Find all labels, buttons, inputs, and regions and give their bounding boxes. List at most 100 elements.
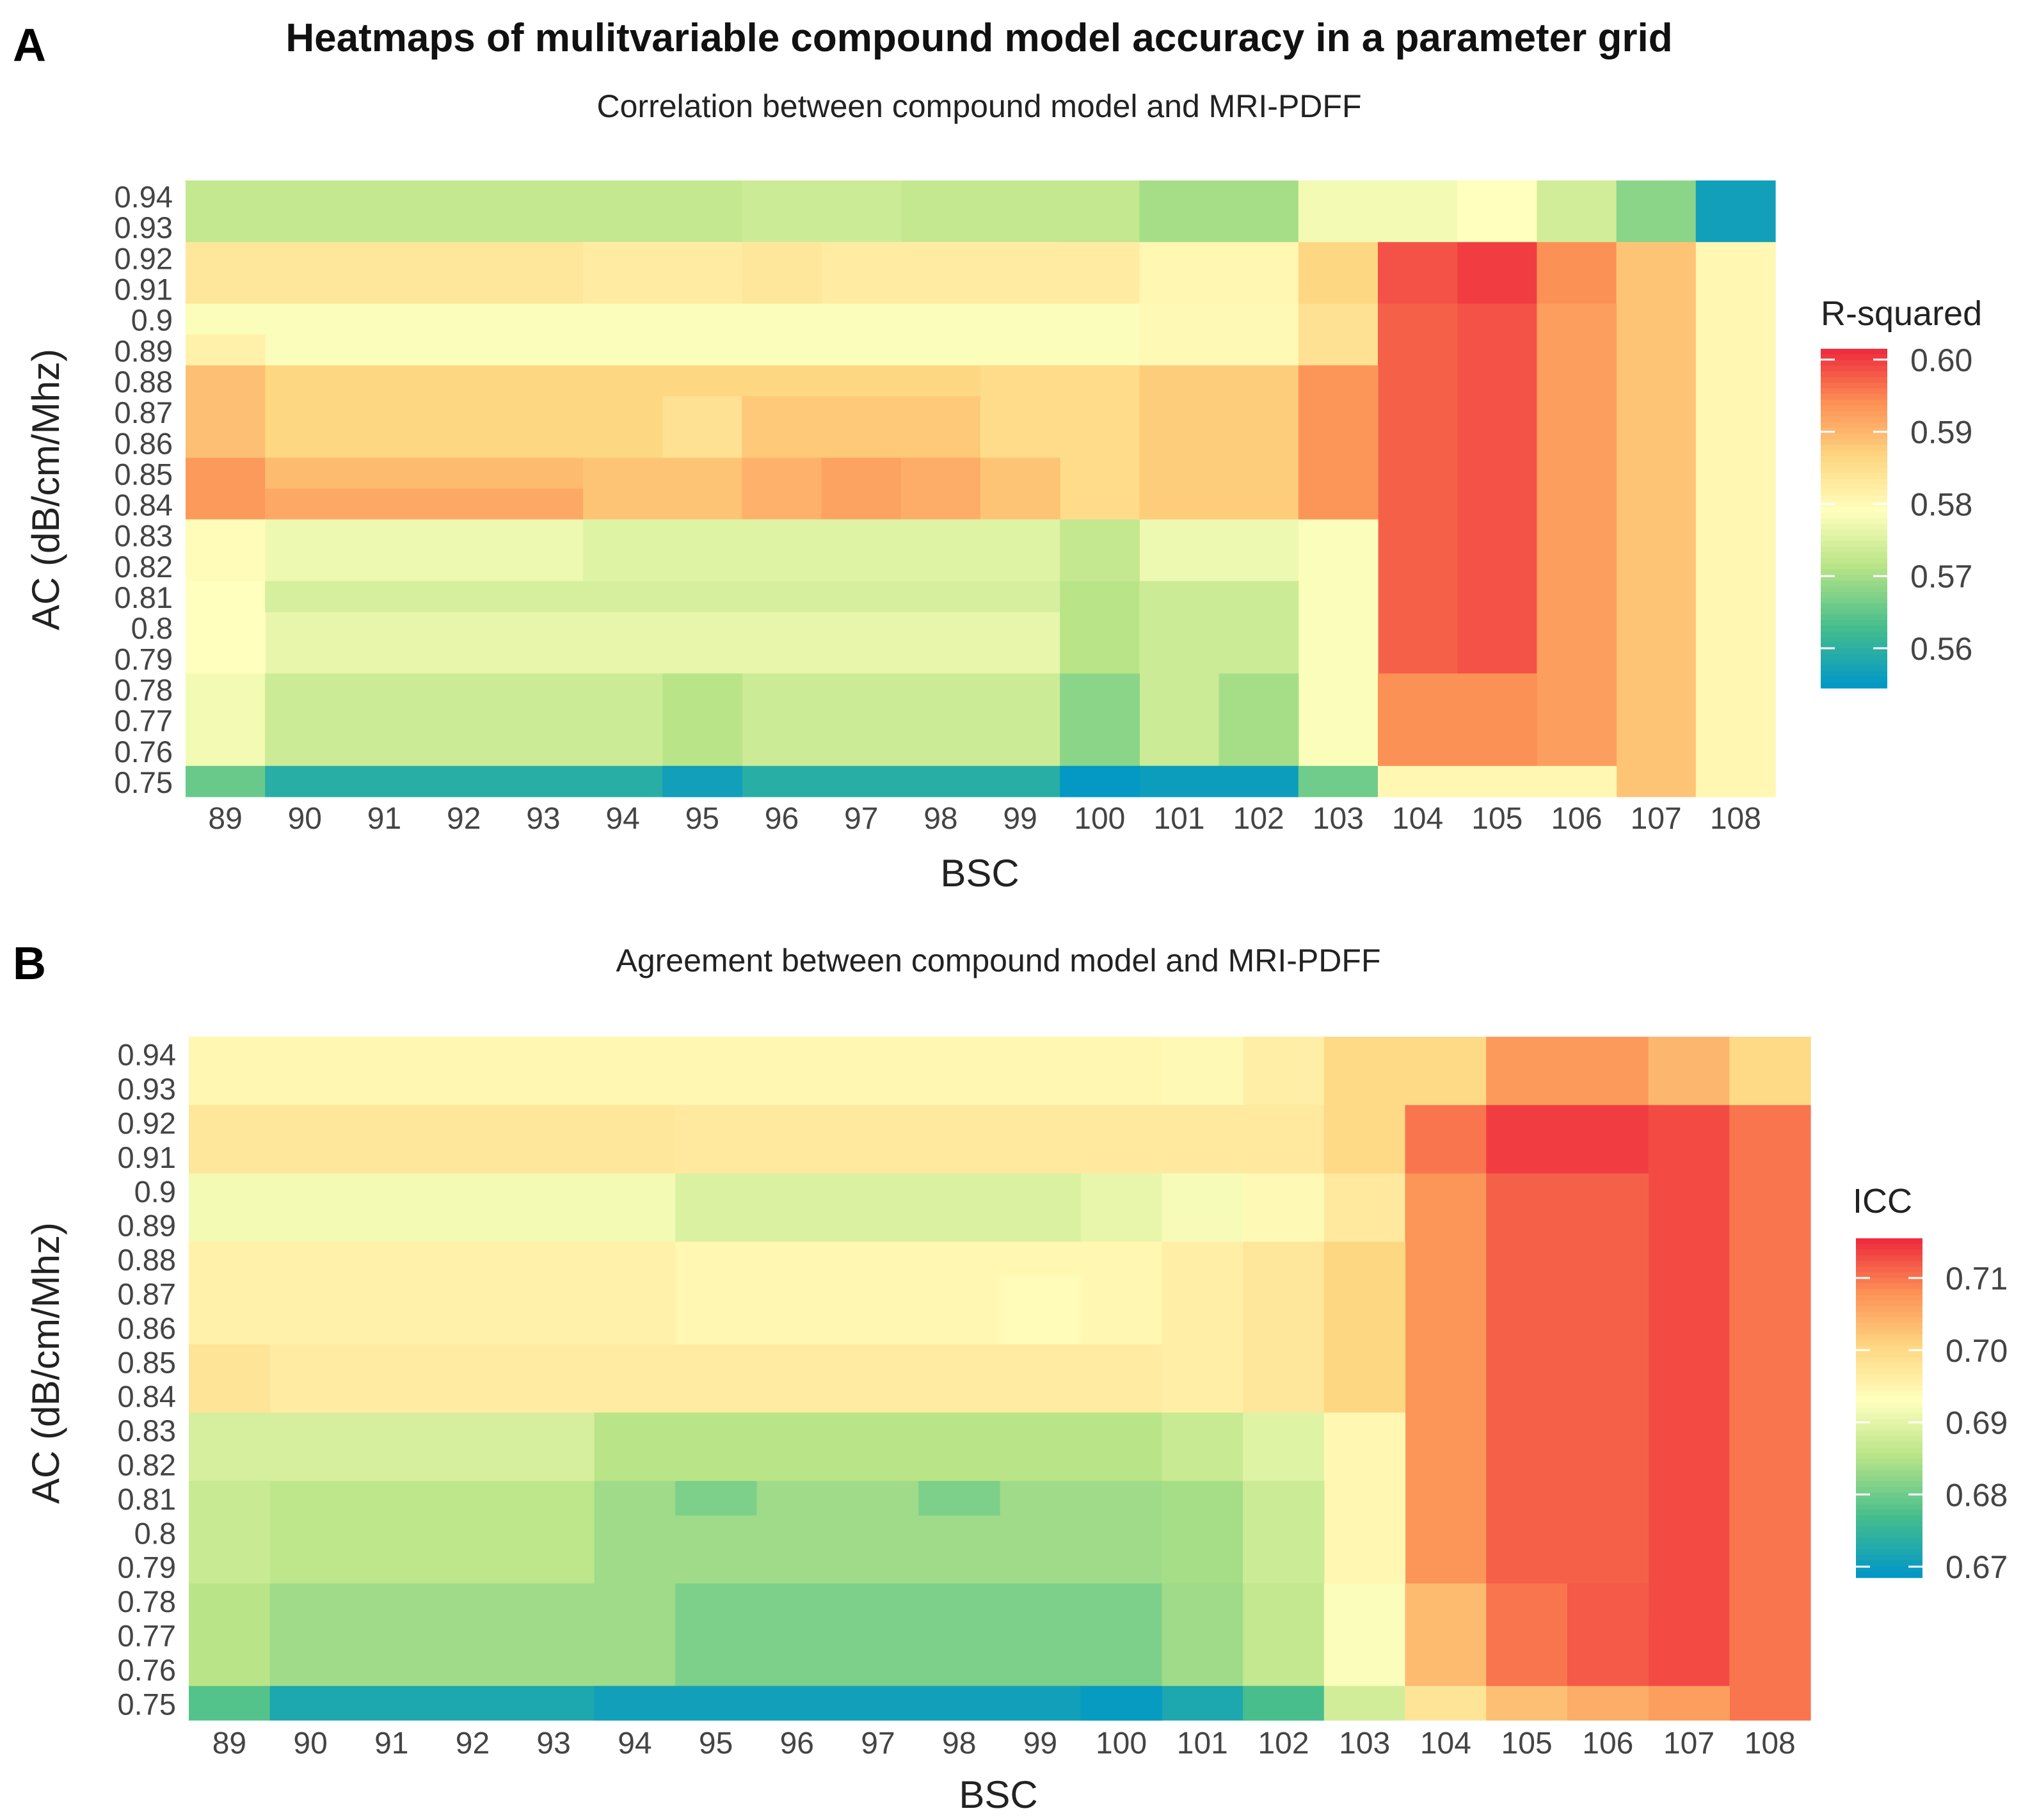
legend-color-step: [1856, 1554, 1922, 1561]
heatmap-cell: [1729, 1105, 1811, 1721]
x-tick-label: 96: [765, 802, 799, 836]
y-tick-label: 0.86: [118, 1311, 176, 1345]
heatmap-cell: [1162, 1173, 1243, 1242]
heatmap-cell: [1060, 765, 1140, 797]
heatmap-cell: [594, 1412, 1162, 1481]
heatmap-cell: [1378, 765, 1617, 797]
legend-color-step: [1856, 1243, 1922, 1250]
legend-color-step: [1821, 439, 1887, 445]
legend-color-step: [1821, 371, 1887, 378]
x-tick-label: 97: [844, 802, 878, 836]
x-tick-label: 92: [447, 802, 481, 836]
x-tick-label: 89: [208, 802, 242, 836]
y-tick-label: 0.81: [115, 580, 173, 614]
x-tick-label: 89: [212, 1727, 246, 1760]
legend-color-step: [1856, 1492, 1922, 1499]
heatmap-cell: [189, 1686, 271, 1721]
legend-a: R-squared 0.60 0.59 0.58 0.57 0.56: [1821, 294, 1982, 689]
x-tick-label: 102: [1233, 802, 1284, 836]
heatmap-cell: [1457, 242, 1537, 305]
x-tick-label: 108: [1710, 802, 1761, 836]
legend-color-step: [1856, 1255, 1922, 1262]
legend-tick-label: 0.69: [1946, 1405, 2008, 1441]
x-tick-label: 99: [1003, 802, 1037, 836]
heatmap-cell: [189, 1105, 676, 1174]
x-tick-label: 98: [942, 1727, 976, 1760]
x-tick-label: 97: [861, 1727, 895, 1760]
legend-color-step: [1856, 1436, 1922, 1442]
legend-color-step: [1821, 575, 1887, 581]
x-ticks-b: 89 90 91 92 93 94 95 96 97 98 99 100 101 102 103 104 105…: [212, 1727, 1796, 1760]
legend-color-step: [1856, 1311, 1922, 1318]
x-tick-label: 104: [1392, 802, 1443, 836]
heatmap-cell: [1298, 242, 1379, 305]
heatmap-cell: [675, 1583, 1162, 1687]
y-tick-label: 0.78: [118, 1585, 176, 1618]
heatmap-cell: [675, 1241, 1162, 1345]
legend-color-step: [1856, 1566, 1922, 1572]
heatmap-cell: [1378, 242, 1458, 305]
y-tick-label: 0.84: [118, 1380, 176, 1414]
heatmap-cell: [186, 365, 266, 458]
heatmap-cell: [1243, 1037, 1325, 1106]
legend-tick-label: 0.70: [1946, 1333, 2008, 1369]
y-tick-label: 0.84: [115, 488, 173, 522]
legend-color-step: [1856, 1481, 1922, 1488]
y-tick-label: 0.79: [118, 1551, 176, 1585]
heatmap-cell: [189, 1344, 271, 1413]
heatmap-cell: [1162, 1583, 1243, 1687]
y-tick-label: 0.8: [134, 1516, 176, 1550]
legend-color-step: [1856, 1385, 1922, 1392]
legend-color-step: [1821, 360, 1887, 367]
y-tick-label: 0.94: [118, 1038, 176, 1072]
legend-color-step: [1821, 451, 1887, 457]
legend-color-step: [1856, 1538, 1922, 1544]
heatmap-cell: [1323, 1241, 1406, 1413]
legend-color-step: [1821, 643, 1887, 649]
heatmap-cell: [1729, 1037, 1811, 1106]
legend-tick-label: 0.59: [1910, 415, 1972, 451]
y-tick-label: 0.91: [115, 273, 173, 307]
legend-color-step: [1856, 1391, 1922, 1398]
legend-color-step: [1856, 1402, 1922, 1409]
heatmap-cell: [265, 673, 1299, 767]
y-tick-label: 0.89: [118, 1209, 176, 1243]
panel-label-b: B: [13, 938, 46, 989]
x-tick-label: 107: [1631, 802, 1682, 836]
legend-color-step: [1856, 1295, 1922, 1301]
heatmap-cell: [1537, 242, 1617, 305]
legend-color-step: [1821, 479, 1887, 485]
heatmap-cell: [1323, 1412, 1406, 1584]
heatmap-cell: [1060, 580, 1140, 674]
x-tick-label: 107: [1663, 1727, 1714, 1760]
heatmap-cell: [1162, 1037, 1243, 1106]
legend-ticks-b: 0.71 0.70 0.69 0.68 0.67: [1856, 1261, 2008, 1585]
legend-color-step: [1821, 383, 1887, 389]
legend-color-step: [1821, 591, 1887, 598]
legend-color-step: [1856, 1317, 1922, 1324]
heatmap-cell: [1139, 765, 1299, 797]
heatmap-cell: [1243, 1686, 1325, 1721]
y-tick-label: 0.87: [115, 395, 173, 429]
y-tick-label: 0.85: [115, 457, 173, 491]
y-tick-label: 0.93: [115, 211, 173, 244]
x-tick-label: 96: [780, 1727, 814, 1760]
legend-color-step: [1856, 1470, 1922, 1476]
legend-title-b: ICC: [1853, 1182, 1912, 1220]
y-tick-label: 0.83: [115, 519, 173, 553]
legend-tick-label: 0.57: [1910, 559, 1972, 595]
x-tick-label: 100: [1096, 1727, 1147, 1760]
heatmap-cell: [1405, 1105, 1487, 1174]
x-tick-label: 93: [536, 1727, 570, 1760]
legend-color-step: [1856, 1447, 1922, 1454]
legend-color-step: [1821, 523, 1887, 531]
legend-color-step: [1856, 1430, 1922, 1437]
heatmap-cell: [675, 1481, 757, 1516]
legend-color-step: [1856, 1498, 1922, 1505]
heatmap-cell: [1486, 1583, 1568, 1687]
legend-tick-label: 0.71: [1946, 1261, 2008, 1297]
x-tick-label: 98: [923, 802, 957, 836]
x-tick-label: 99: [1023, 1727, 1057, 1760]
heatmap-cell: [742, 242, 822, 305]
heatmap-cell: [1457, 303, 1537, 675]
